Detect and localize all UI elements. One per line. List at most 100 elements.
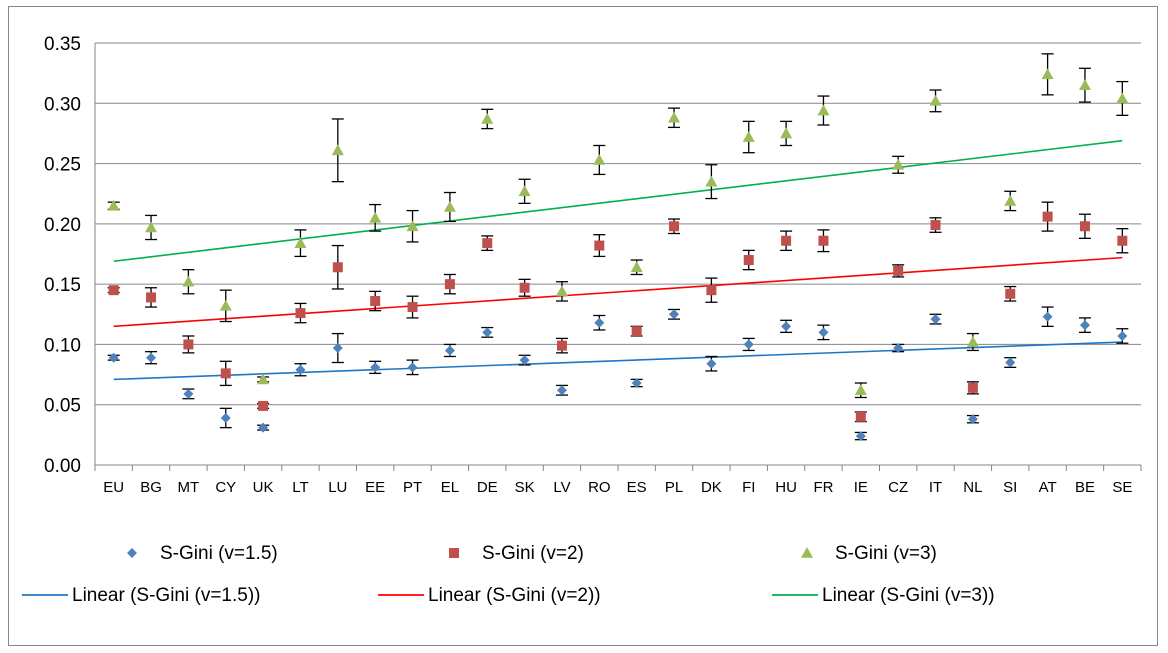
y-tick-label: 0.25	[44, 155, 81, 176]
point-triangle	[892, 158, 905, 170]
y-tick-label: 0.30	[44, 94, 81, 115]
x-tick-label: DE	[477, 479, 498, 496]
x-tick-label: LV	[553, 479, 570, 496]
point-square	[818, 235, 829, 246]
x-tick-label: FR	[813, 479, 833, 496]
point-diamond	[631, 378, 642, 389]
x-tick-label: BG	[140, 479, 162, 496]
chart-frame	[8, 6, 1158, 646]
point-triangle	[443, 200, 456, 212]
point-square	[594, 240, 605, 251]
point-square	[444, 279, 455, 290]
point-diamond	[220, 412, 231, 423]
x-tick-label: EU	[103, 479, 124, 496]
x-tick-label: SK	[515, 479, 535, 496]
point-square	[108, 285, 119, 296]
point-square	[967, 382, 978, 393]
x-tick-label: DK	[701, 479, 722, 496]
point-triangle	[780, 127, 793, 139]
point-diamond	[407, 362, 418, 373]
point-triangle	[518, 185, 531, 197]
x-tick-label: CZ	[888, 479, 908, 496]
legend-label: S-Gini (v=1.5)	[160, 543, 278, 564]
point-square	[855, 411, 866, 422]
legend-marker-square	[449, 548, 459, 558]
point-triangle	[145, 221, 158, 233]
point-triangle	[668, 111, 681, 123]
legend-marker-diamond	[127, 548, 137, 558]
point-square	[1042, 211, 1053, 222]
point-square	[556, 340, 567, 351]
x-tick-label: BE	[1075, 479, 1095, 496]
point-triangle	[630, 261, 643, 273]
point-triangle	[1041, 68, 1054, 80]
point-square	[930, 220, 941, 231]
point-diamond	[183, 388, 194, 399]
legend-marker-triangle	[801, 547, 813, 558]
point-triangle	[966, 336, 979, 347]
x-tick-label: RO	[588, 479, 611, 496]
point-square	[1079, 221, 1090, 232]
trendline-2	[113, 256, 1123, 328]
point-triangle	[593, 153, 606, 165]
point-square	[295, 308, 306, 319]
point-square	[482, 238, 493, 249]
point-diamond	[930, 314, 941, 325]
point-square	[146, 292, 157, 303]
point-diamond	[1005, 357, 1016, 368]
point-diamond	[594, 317, 605, 328]
point-triangle	[817, 104, 830, 116]
point-square	[781, 235, 792, 246]
x-tick-label: NL	[963, 479, 982, 496]
point-diamond	[258, 422, 269, 433]
point-triangle	[1116, 92, 1129, 104]
point-diamond	[444, 345, 455, 356]
point-square	[258, 400, 269, 411]
point-triangle	[294, 237, 307, 248]
x-tick-label: UK	[253, 479, 274, 496]
x-tick-label: EL	[441, 479, 459, 496]
x-tick-label: LU	[328, 479, 347, 496]
legend-label: Linear (S-Gini (v=3))	[822, 585, 995, 606]
x-tick-label: IE	[854, 479, 868, 496]
point-square	[220, 368, 231, 379]
x-tick-label: SE	[1112, 479, 1132, 496]
point-diamond	[370, 362, 381, 373]
legend-label: S-Gini (v=3)	[835, 543, 937, 564]
point-diamond	[967, 414, 978, 425]
point-diamond	[818, 327, 829, 338]
y-tick-label: 0.00	[44, 456, 81, 477]
point-triangle	[182, 275, 195, 287]
y-tick-label: 0.20	[44, 215, 81, 236]
point-triangle	[929, 94, 942, 106]
point-triangle	[1078, 79, 1091, 90]
legend-label: Linear (S-Gini (v=1.5))	[72, 585, 260, 606]
point-square	[631, 326, 642, 337]
point-triangle	[406, 220, 419, 232]
point-triangle	[1004, 194, 1017, 206]
point-square	[332, 262, 343, 273]
point-triangle	[107, 199, 120, 211]
point-triangle	[742, 131, 755, 142]
point-diamond	[482, 327, 493, 338]
x-tick-label: CY	[215, 479, 236, 496]
point-diamond	[1042, 311, 1053, 322]
point-square	[669, 221, 680, 232]
x-tick-label: LT	[292, 479, 308, 496]
point-diamond	[855, 431, 866, 442]
point-triangle	[219, 299, 232, 311]
point-square	[893, 265, 904, 276]
x-tick-label: SI	[1003, 479, 1017, 496]
x-tick-label: AT	[1039, 479, 1057, 496]
point-diamond	[556, 385, 567, 396]
x-tick-label: EE	[365, 479, 385, 496]
point-diamond	[519, 355, 530, 366]
point-square	[743, 255, 754, 266]
point-diamond	[743, 339, 754, 350]
y-tick-label: 0.10	[44, 335, 81, 356]
point-diamond	[108, 352, 119, 363]
point-square	[1117, 235, 1128, 246]
legend-label: Linear (S-Gini (v=2))	[428, 585, 601, 606]
point-diamond	[706, 358, 717, 369]
